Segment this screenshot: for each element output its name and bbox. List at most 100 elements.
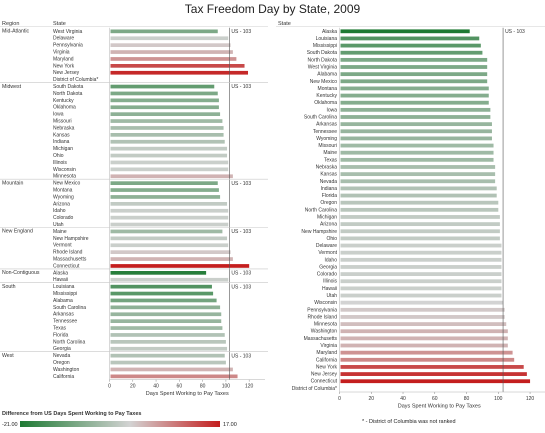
state-bar [340, 29, 470, 34]
state-label: Kentucky [316, 93, 337, 99]
state-bar [110, 229, 223, 234]
state-bar [110, 277, 229, 282]
state-bar [340, 379, 531, 384]
state-label: Idaho [324, 257, 337, 263]
state-bar [340, 207, 499, 212]
state-bar [110, 119, 223, 123]
state-bar [110, 264, 250, 268]
state-bar [340, 322, 507, 326]
state-bar [110, 146, 228, 151]
state-label: Montana [318, 86, 338, 92]
state-label: Idaho [53, 208, 66, 214]
state-bar [110, 346, 228, 351]
state-label: New Jersey [53, 70, 80, 76]
state-bar [110, 91, 218, 96]
state-bar [110, 305, 221, 310]
x-tick-label: 80 [464, 396, 470, 402]
state-label: Alabama [317, 72, 337, 78]
x-tick-label: 120 [245, 384, 254, 390]
state-label: Nevada [320, 179, 337, 185]
state-bar [340, 286, 502, 291]
state-bar [110, 139, 225, 144]
state-label: Virginia [53, 50, 70, 56]
us-reference-label: US - 103 [231, 271, 251, 277]
x-axis-label: Days Spent Working to Pay Taxes [146, 391, 229, 397]
color-legend-bar [20, 421, 220, 427]
state-bar [340, 200, 499, 205]
us-reference-label: US - 103 [231, 284, 251, 290]
state-bar [110, 188, 219, 192]
state-bar [340, 143, 494, 148]
state-label: Indiana [321, 186, 338, 192]
legend-min-label: -21.00 [2, 422, 18, 428]
state-bar [340, 257, 502, 262]
state-bar [340, 50, 483, 55]
state-label: Tennessee [53, 319, 77, 325]
state-label: New Hampshire [53, 236, 89, 242]
state-label: Arkansas [316, 122, 337, 128]
state-bar [110, 167, 229, 172]
state-label: South Carolina [53, 305, 86, 311]
region-label: Mid-Atlantic [2, 29, 30, 35]
us-reference-label: US - 103 [231, 353, 251, 359]
state-label: Florida [53, 332, 69, 338]
state-label: Virginia [320, 343, 337, 349]
state-bar [340, 279, 502, 284]
state-bar [340, 222, 500, 227]
state-label: New Mexico [53, 181, 80, 187]
state-bar [340, 65, 488, 69]
state-label: South Dakota [307, 50, 338, 56]
state-label: Oklahoma [314, 100, 337, 106]
state-bar [340, 372, 527, 376]
region-label: New England [2, 229, 33, 235]
state-label: Maine [323, 150, 337, 156]
state-label: Oregon [53, 360, 70, 366]
state-label: Louisiana [316, 36, 338, 42]
state-label: New York [316, 364, 338, 370]
state-label: Hawaii [322, 286, 337, 292]
state-bar [110, 353, 225, 358]
state-bar [340, 336, 508, 341]
state-bar [340, 229, 500, 234]
state-label: Kentucky [53, 98, 74, 104]
state-label: New Mexico [310, 79, 337, 85]
state-bar [110, 333, 225, 337]
state-label: Massachusetts [53, 257, 87, 263]
state-bar [110, 133, 224, 137]
x-tick-label: 40 [400, 396, 406, 402]
state-bar [340, 150, 494, 155]
state-bar [340, 100, 489, 105]
state-bar [340, 236, 500, 241]
state-label: Massachusetts [304, 336, 338, 342]
region-label: Non-Contiguous [2, 270, 40, 276]
state-bar [340, 172, 496, 177]
state-bar [110, 298, 217, 303]
region-label: Mountain [2, 180, 23, 186]
state-bar [110, 36, 229, 41]
state-label: Vermont [53, 243, 72, 249]
state-bar [110, 181, 218, 185]
state-label: Nevada [53, 353, 70, 359]
state-label: Wyoming [316, 136, 337, 142]
state-label: Illinois [53, 160, 67, 166]
state-bar [340, 315, 505, 319]
state-label: Georgia [53, 346, 71, 352]
state-bar [340, 365, 524, 369]
state-label: Wisconsin [314, 300, 337, 306]
state-label: North Carolina [305, 207, 337, 213]
state-label: Arizona [53, 201, 70, 207]
state-bar [340, 129, 492, 134]
state-bar [340, 43, 481, 48]
region-label: West [2, 353, 14, 359]
state-label: Connecticut [53, 263, 80, 269]
state-bar [340, 186, 497, 191]
state-bar [110, 126, 224, 130]
legend-max-label: 17.00 [223, 422, 237, 428]
state-label: North Carolina [53, 339, 85, 345]
state-bar [340, 122, 492, 127]
state-label: Washington [311, 329, 337, 335]
state-label: District of Columbia* [53, 77, 98, 83]
state-label: California [53, 374, 74, 380]
state-label: South Dakota [53, 84, 84, 90]
state-bar [110, 29, 218, 34]
